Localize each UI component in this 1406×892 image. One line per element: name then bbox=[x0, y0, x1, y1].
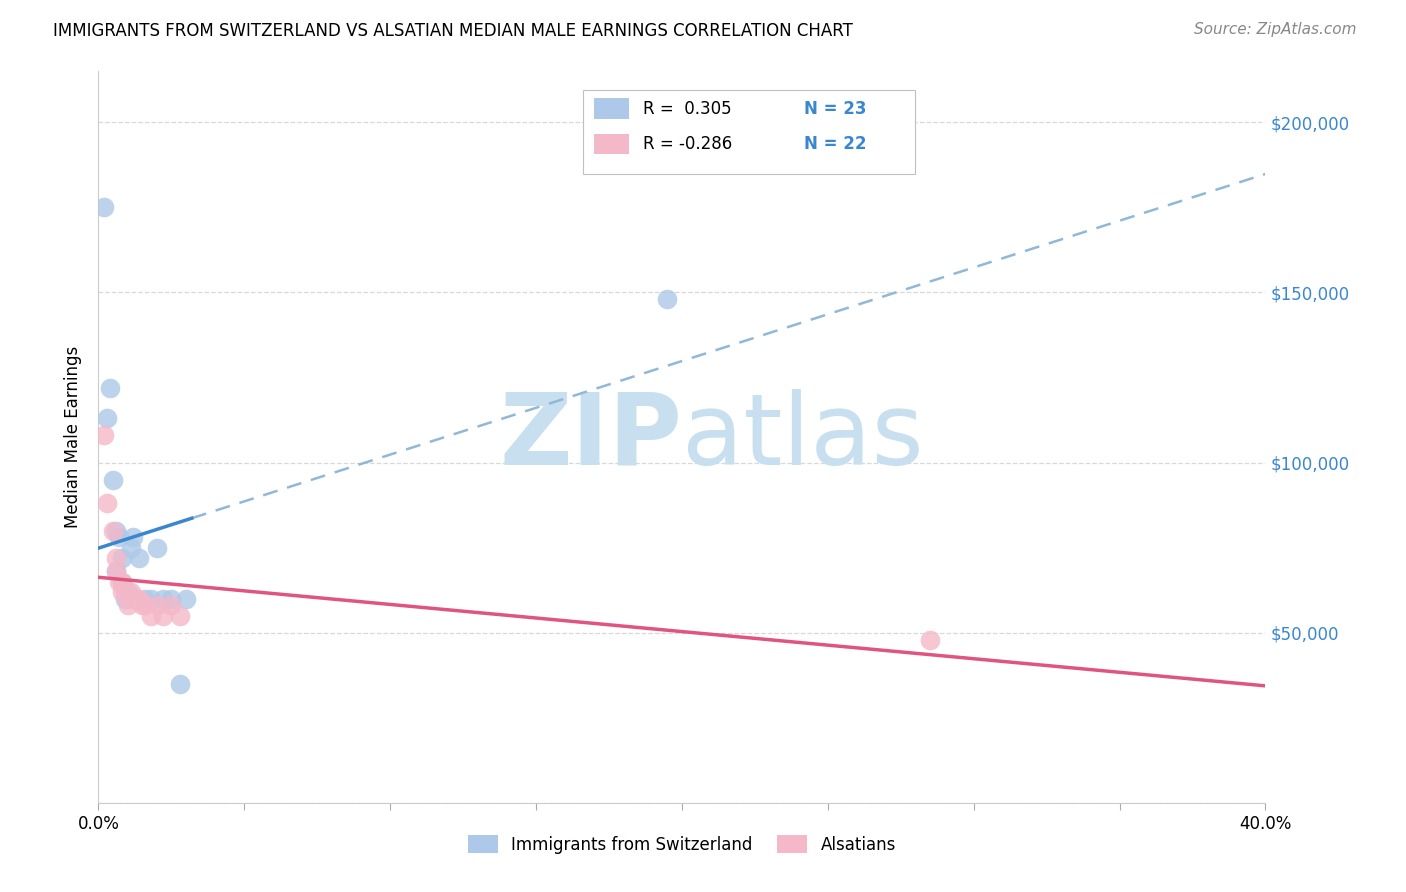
Point bbox=[169, 677, 191, 691]
Text: ZIP: ZIP bbox=[499, 389, 682, 485]
Legend: Immigrants from Switzerland, Alsatians: Immigrants from Switzerland, Alsatians bbox=[461, 829, 903, 860]
Point bbox=[120, 585, 142, 599]
Point bbox=[111, 585, 134, 599]
Point bbox=[134, 591, 156, 606]
Point bbox=[918, 632, 941, 647]
Point bbox=[169, 608, 191, 623]
Text: R = -0.286: R = -0.286 bbox=[644, 135, 733, 153]
FancyBboxPatch shape bbox=[582, 90, 915, 174]
Text: N = 23: N = 23 bbox=[804, 100, 868, 118]
Point bbox=[122, 531, 145, 545]
Point bbox=[104, 524, 127, 538]
Point bbox=[117, 585, 139, 599]
Point bbox=[101, 473, 124, 487]
FancyBboxPatch shape bbox=[595, 134, 630, 154]
Point bbox=[104, 565, 127, 579]
Point bbox=[104, 550, 127, 565]
Point bbox=[96, 411, 118, 425]
Point bbox=[139, 608, 162, 623]
Point bbox=[128, 591, 150, 606]
Point bbox=[134, 599, 156, 613]
Point bbox=[139, 591, 162, 606]
Point bbox=[111, 550, 134, 565]
Text: atlas: atlas bbox=[682, 389, 924, 485]
Text: Source: ZipAtlas.com: Source: ZipAtlas.com bbox=[1194, 22, 1357, 37]
Point bbox=[160, 599, 183, 613]
Point bbox=[131, 599, 153, 613]
Point bbox=[98, 381, 121, 395]
Point bbox=[101, 524, 124, 538]
Point bbox=[657, 293, 679, 307]
Point bbox=[117, 599, 139, 613]
Point bbox=[111, 574, 134, 589]
Point bbox=[160, 591, 183, 606]
Point bbox=[114, 585, 136, 599]
Point bbox=[111, 574, 134, 589]
Point bbox=[93, 428, 115, 442]
Point bbox=[108, 574, 131, 589]
Point bbox=[152, 591, 174, 606]
Point bbox=[174, 591, 197, 606]
FancyBboxPatch shape bbox=[595, 98, 630, 119]
Text: IMMIGRANTS FROM SWITZERLAND VS ALSATIAN MEDIAN MALE EARNINGS CORRELATION CHART: IMMIGRANTS FROM SWITZERLAND VS ALSATIAN … bbox=[53, 22, 853, 40]
Point bbox=[146, 541, 169, 555]
Point bbox=[125, 591, 148, 606]
Text: R =  0.305: R = 0.305 bbox=[644, 100, 733, 118]
Point bbox=[104, 565, 127, 579]
Point bbox=[93, 201, 115, 215]
Point bbox=[108, 531, 131, 545]
Point bbox=[114, 591, 136, 606]
Text: N = 22: N = 22 bbox=[804, 135, 868, 153]
Y-axis label: Median Male Earnings: Median Male Earnings bbox=[65, 346, 83, 528]
Point bbox=[152, 608, 174, 623]
Point bbox=[120, 541, 142, 555]
Point bbox=[128, 550, 150, 565]
Point bbox=[122, 591, 145, 606]
Point bbox=[96, 496, 118, 510]
Point bbox=[146, 599, 169, 613]
